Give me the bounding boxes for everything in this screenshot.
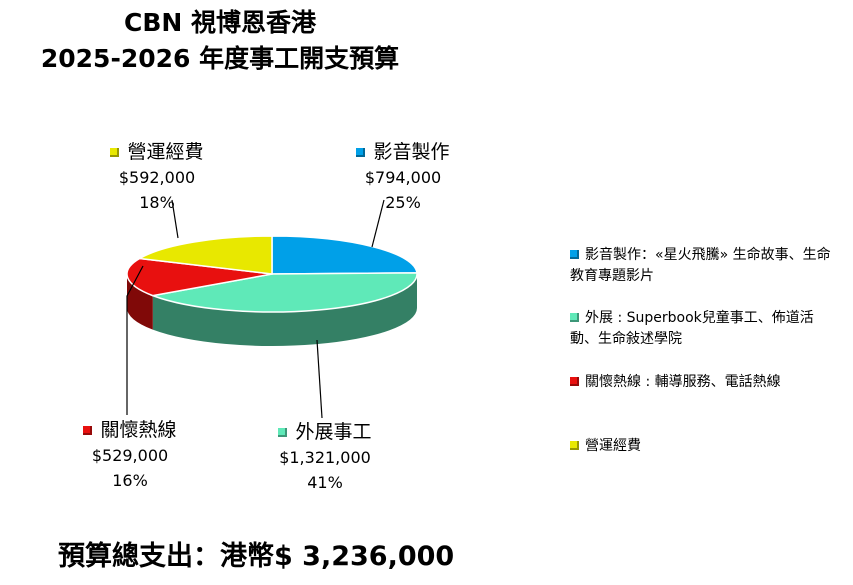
- legend-text-media: 影音製作：«星火飛騰» 生命故事、生命教育專題影片: [570, 247, 831, 284]
- slice-amount-operations: $592,000: [118, 168, 196, 187]
- slice-label-outreach: 外展事工 $1,321,000 41%: [235, 420, 415, 495]
- legend-swatch-media: [356, 148, 366, 157]
- leader-line-outreach: [316, 339, 323, 419]
- legend-text-operations: 營運經費: [585, 438, 641, 454]
- total-expenditure: 預算總支出：港幣$ 3,236,000: [58, 541, 455, 572]
- legend-swatch-outreach-key: [570, 313, 579, 322]
- pie-side-walls: [127, 274, 417, 346]
- slice-percent-media: 25%: [385, 193, 421, 212]
- legend-text-outreach: 外展 : Superbook兒童事工、佈道活動、生命敍述學院: [570, 310, 814, 347]
- slice-percent-outreach: 41%: [307, 473, 343, 492]
- legend-item-operations: 營運經費: [570, 436, 835, 457]
- pie-slice-2: [126, 257, 273, 297]
- pie-top-faces: [126, 235, 418, 313]
- legend-swatch-operations-key: [570, 441, 579, 450]
- slice-name-careline: 關懷熱線: [100, 419, 177, 441]
- legend-swatch-operations: [110, 148, 120, 157]
- slice-label-careline: 關懷熱線 $529,000 16%: [45, 418, 215, 493]
- pie-slice-0: [271, 235, 418, 275]
- slice-label-operations: 營運經費 $592,000 18%: [72, 140, 242, 215]
- pie-slice-3: [137, 235, 273, 275]
- leader-line-media: [371, 199, 385, 248]
- legend-swatch-careline-key: [570, 377, 579, 386]
- pie-side-2-0: [127, 274, 153, 330]
- legend-swatch-media-key: [570, 250, 579, 259]
- pie-slice-1: [150, 272, 418, 313]
- leader-line-operations: [171, 199, 179, 239]
- slice-name-outreach: 外展事工: [295, 421, 372, 443]
- legend-item-media: 影音製作：«星火飛騰» 生命故事、生命教育專題影片: [570, 245, 835, 287]
- slice-amount-careline: $529,000: [91, 446, 169, 465]
- legend-item-outreach: 外展 : Superbook兒童事工、佈道活動、生命敍述學院: [570, 308, 835, 350]
- slice-name-operations: 營運經費: [127, 141, 204, 163]
- chart-title-line1: CBN 視博恩香港: [123, 8, 317, 37]
- slice-label-media: 影音製作 $794,000 25%: [318, 140, 488, 215]
- legend-text-careline: 關懷熱線 : 輔導服務、電話熱線: [585, 374, 781, 390]
- legend-swatch-outreach: [278, 428, 288, 437]
- slice-amount-outreach: $1,321,000: [279, 448, 371, 467]
- chart-title-line2: 2025-2026 年度事工開支預算: [40, 44, 400, 73]
- legend-item-careline: 關懷熱線 : 輔導服務、電話熱線: [570, 372, 835, 393]
- slice-percent-operations: 18%: [139, 193, 175, 212]
- leader-line-careline: [126, 265, 144, 415]
- slice-percent-careline: 16%: [112, 471, 148, 490]
- slice-amount-media: $794,000: [364, 168, 442, 187]
- slice-name-media: 影音製作: [373, 141, 450, 163]
- pie-side-1-0: [152, 274, 417, 346]
- legend-swatch-careline: [83, 426, 93, 435]
